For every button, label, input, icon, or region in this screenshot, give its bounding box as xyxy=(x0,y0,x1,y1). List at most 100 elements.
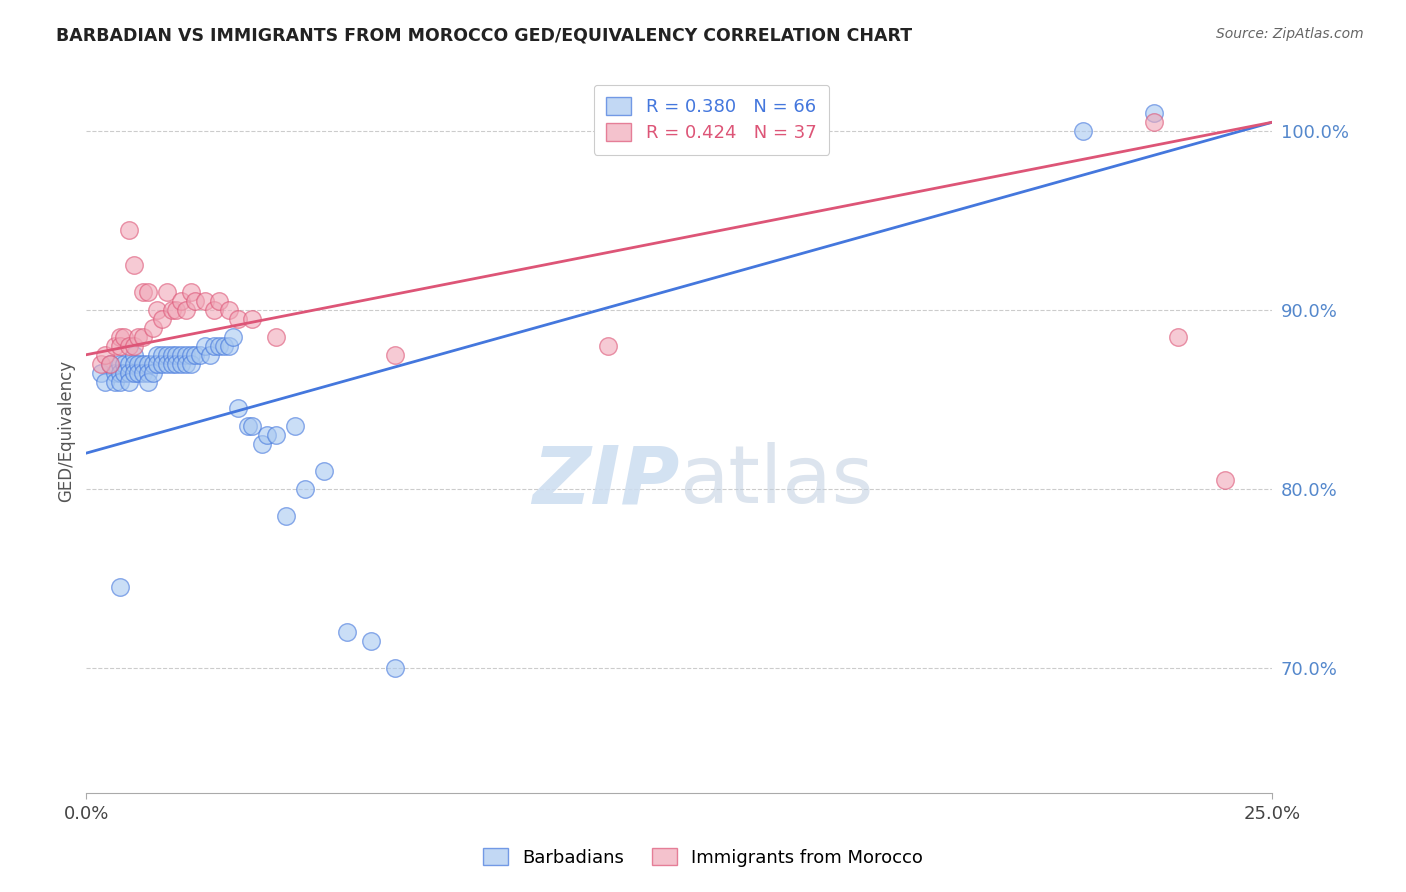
Point xyxy=(218,303,240,318)
Legend: Barbadians, Immigrants from Morocco: Barbadians, Immigrants from Morocco xyxy=(475,841,931,874)
Point xyxy=(180,285,202,299)
Point xyxy=(104,339,127,353)
Text: ZIP: ZIP xyxy=(531,442,679,520)
Point xyxy=(146,348,169,362)
Point xyxy=(284,419,307,434)
Point xyxy=(170,348,193,362)
Point xyxy=(184,348,207,362)
Point xyxy=(104,366,127,380)
Point xyxy=(384,348,406,362)
Point xyxy=(94,375,117,389)
Point xyxy=(240,419,263,434)
Point xyxy=(312,464,335,478)
Point xyxy=(132,357,155,371)
Point xyxy=(188,348,211,362)
Legend: R = 0.380   N = 66, R = 0.424   N = 37: R = 0.380 N = 66, R = 0.424 N = 37 xyxy=(593,85,830,155)
Point xyxy=(264,330,287,344)
Point xyxy=(136,357,159,371)
Point xyxy=(1213,473,1236,487)
Point xyxy=(360,634,382,648)
Point xyxy=(160,348,183,362)
Point xyxy=(208,339,231,353)
Point xyxy=(132,330,155,344)
Point xyxy=(118,375,141,389)
Point xyxy=(127,330,149,344)
Point xyxy=(146,303,169,318)
Point xyxy=(336,625,359,640)
Point xyxy=(170,357,193,371)
Point xyxy=(160,357,183,371)
Point xyxy=(122,339,145,353)
Point xyxy=(226,401,249,416)
Point xyxy=(118,222,141,236)
Point xyxy=(194,339,217,353)
Point xyxy=(222,330,245,344)
Point xyxy=(174,303,197,318)
Point xyxy=(150,312,173,326)
Point xyxy=(156,348,179,362)
Point xyxy=(122,366,145,380)
Point xyxy=(202,303,225,318)
Point xyxy=(94,348,117,362)
Point xyxy=(156,285,179,299)
Point xyxy=(212,339,235,353)
Point xyxy=(1143,115,1166,129)
Point xyxy=(180,348,202,362)
Point xyxy=(142,366,165,380)
Point xyxy=(127,366,149,380)
Point xyxy=(136,285,159,299)
Point xyxy=(118,357,141,371)
Point xyxy=(146,357,169,371)
Point xyxy=(240,312,263,326)
Point xyxy=(108,339,131,353)
Point xyxy=(122,357,145,371)
Point xyxy=(165,348,187,362)
Point xyxy=(160,303,183,318)
Point xyxy=(184,294,207,309)
Point xyxy=(236,419,259,434)
Point xyxy=(174,357,197,371)
Point xyxy=(384,661,406,675)
Point xyxy=(142,357,165,371)
Point xyxy=(218,339,240,353)
Text: atlas: atlas xyxy=(679,442,873,520)
Point xyxy=(108,580,131,594)
Point xyxy=(136,375,159,389)
Point xyxy=(156,357,179,371)
Point xyxy=(194,294,217,309)
Point xyxy=(1167,330,1189,344)
Point xyxy=(108,330,131,344)
Point xyxy=(150,348,173,362)
Point xyxy=(89,366,111,380)
Text: BARBADIAN VS IMMIGRANTS FROM MOROCCO GED/EQUIVALENCY CORRELATION CHART: BARBADIAN VS IMMIGRANTS FROM MOROCCO GED… xyxy=(56,27,912,45)
Point xyxy=(118,366,141,380)
Point xyxy=(170,294,193,309)
Point xyxy=(132,366,155,380)
Point xyxy=(108,366,131,380)
Point xyxy=(112,357,135,371)
Point xyxy=(294,482,316,496)
Point xyxy=(165,357,187,371)
Point xyxy=(104,375,127,389)
Point xyxy=(108,375,131,389)
Point xyxy=(142,321,165,335)
Point xyxy=(250,437,273,451)
Point xyxy=(165,303,187,318)
Point xyxy=(118,339,141,353)
Point xyxy=(112,366,135,380)
Point xyxy=(1071,124,1094,138)
Point xyxy=(89,357,111,371)
Point xyxy=(108,357,131,371)
Point xyxy=(180,357,202,371)
Point xyxy=(598,339,620,353)
Point xyxy=(98,357,121,371)
Point xyxy=(274,508,297,523)
Point xyxy=(122,348,145,362)
Point xyxy=(198,348,221,362)
Point xyxy=(132,285,155,299)
Y-axis label: GED/Equivalency: GED/Equivalency xyxy=(58,359,75,502)
Point xyxy=(1143,106,1166,120)
Point xyxy=(150,357,173,371)
Point xyxy=(174,348,197,362)
Point xyxy=(112,330,135,344)
